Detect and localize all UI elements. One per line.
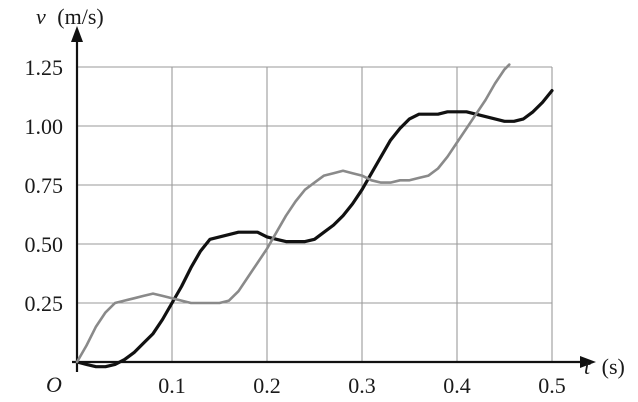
- origin-label: O: [46, 372, 62, 397]
- y-axis-unit: (m/s): [57, 4, 103, 29]
- x-tick-label: 0.3: [348, 373, 376, 398]
- x-axis-unit: (s): [602, 354, 625, 379]
- series: [75, 63, 554, 369]
- y-tick-label: 1.00: [25, 114, 64, 139]
- y-tick-label: 0.75: [25, 173, 64, 198]
- tick-labels: 0.1 0.2 0.3 0.4 0.5 0.25 0.50 0.75 1.00 1.25: [25, 55, 566, 398]
- x-tick-label: 0.1: [158, 373, 186, 398]
- x-axis-label: t (s): [584, 354, 625, 379]
- series-line-gray: [75, 63, 511, 364]
- y-axis-arrow: [71, 26, 83, 42]
- y-tick-label: 0.25: [25, 291, 64, 316]
- x-tick-label: 0.2: [253, 373, 281, 398]
- y-tick-label: 1.25: [25, 55, 64, 80]
- grid: [77, 66, 553, 362]
- y-tick-label: 0.50: [25, 232, 64, 257]
- x-axis-variable: t: [584, 354, 591, 379]
- y-axis-variable: v: [36, 4, 46, 29]
- x-tick-label: 0.4: [443, 373, 471, 398]
- x-tick-label: 0.5: [538, 373, 566, 398]
- x-axis-arrow: [580, 356, 596, 368]
- y-axis-label: v (m/s): [36, 4, 104, 29]
- axes: [71, 26, 596, 372]
- series-line-dark: [75, 88, 554, 369]
